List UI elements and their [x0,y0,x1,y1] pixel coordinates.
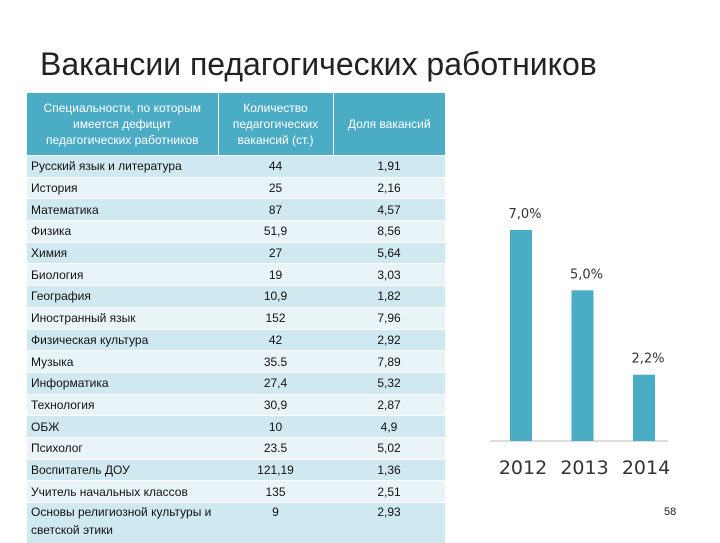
table-cell: 8,56 [333,221,445,243]
table-cell: Учитель начальных классов [27,481,218,503]
table-cell: История [27,177,218,199]
table-cell: 44 [218,156,333,178]
table-cell: Физика [27,221,218,243]
table-cell: 4,57 [333,199,445,221]
value-label: 7,0% [508,207,541,222]
table-cell: 30,9 [218,394,333,416]
header-row: Специальности, по которым имеется дефици… [27,93,445,156]
table-cell: Музыка [27,351,218,373]
page-number: 58 [664,506,676,518]
table: Специальности, по которым имеется дефици… [27,93,445,543]
table-cell: Химия [27,242,218,264]
table-cell: 5,64 [333,242,445,264]
table-cell: 7,96 [333,307,445,329]
table-cell: 10,9 [218,286,333,308]
table-row: Основы религиозной культуры и светской э… [27,503,445,543]
table-cell: 19 [218,264,333,286]
table-cell: 51,9 [218,221,333,243]
table-cell: ОБЖ [27,416,218,438]
table-cell: 1,36 [333,459,445,481]
table-cell: 3,03 [333,264,445,286]
table-cell: 10 [218,416,333,438]
table-cell: Информатика [27,372,218,394]
table-cell: 7,89 [333,351,445,373]
table-cell: Основы религиозной культуры и светской э… [27,503,218,543]
table-cell: 2,87 [333,394,445,416]
x-tick-label: 2012 [499,457,547,479]
chart: 7,0% 2012 5,0% 2013 2,2% 2014 [470,190,690,490]
table-cell: 9 [218,503,333,543]
table-cell: Иностранный язык [27,307,218,329]
header-cell: Специальности, по которым имеется дефици… [27,93,218,156]
table-cell: Физическая культура [27,329,218,351]
slide-title: Вакансии педагогических работников [40,46,597,83]
table-cell: География [27,286,218,308]
table-cell: Технология [27,394,218,416]
table-cell: 152 [218,307,333,329]
table-cell: 2,92 [333,329,445,351]
bar [510,230,532,441]
table-cell: 23.5 [218,437,333,459]
table-cell: 1,82 [333,286,445,308]
table-cell: 121,19 [218,459,333,481]
header-cell: Количество педагогических вакансий (ст.) [218,93,333,156]
table-cell: Биология [27,264,218,286]
table-cell: 27 [218,242,333,264]
table-cell: 2,93 [333,503,445,543]
table-cell: 27,4 [218,372,333,394]
table-cell: 35.5 [218,351,333,373]
value-label: 5,0% [570,267,603,282]
table-cell: 2,51 [333,481,445,503]
table-cell: 1,91 [333,156,445,178]
table-cell: 42 [218,329,333,351]
table-cell: 2,16 [333,177,445,199]
value-label: 2,2% [631,352,664,367]
table-cell: Воспитатель ДОУ [27,459,218,481]
table-cell: 87 [218,199,333,221]
x-tick-label: 2013 [560,457,608,479]
table-cell: 5,32 [333,372,445,394]
table-cell: 25 [218,177,333,199]
table-cell: 5,02 [333,437,445,459]
table-cell: Математика [27,199,218,221]
table-cell: 4,9 [333,416,445,438]
table-cell: Психолог [27,437,218,459]
table-cell: Русский язык и литература [27,156,218,178]
table-cell: 135 [218,481,333,503]
bar [572,290,594,441]
bar [633,375,655,441]
header-cell: Доля вакансий [333,93,445,156]
x-tick-label: 2014 [622,457,670,479]
